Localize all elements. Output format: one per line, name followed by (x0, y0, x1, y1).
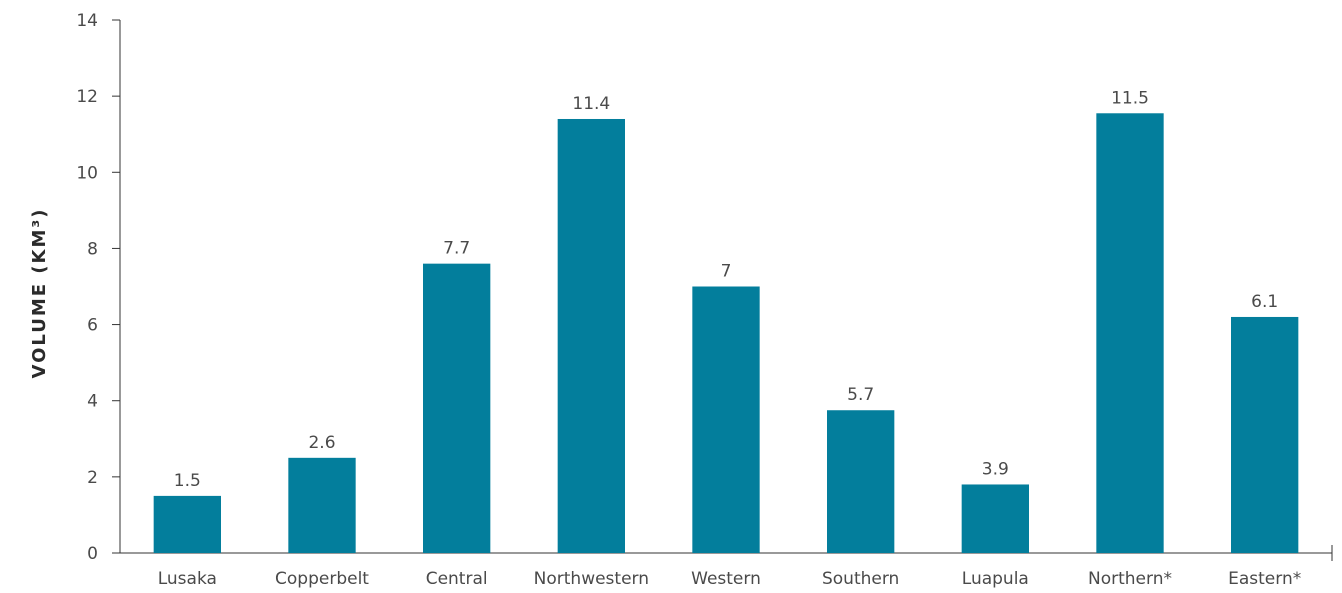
data-label: 2.6 (308, 433, 335, 453)
category-label: Western (691, 569, 761, 589)
y-tick-label: 14 (76, 11, 98, 31)
bars (153, 113, 1299, 554)
bar (423, 263, 491, 553)
category-label: Central (426, 569, 488, 589)
bar (1096, 113, 1164, 554)
y-tick-label: 0 (87, 544, 98, 564)
category-label: Northern* (1088, 569, 1172, 589)
data-label: 11.4 (572, 94, 610, 114)
y-axis-ticks: 0 2 4 6 8 10 12 14 (76, 11, 120, 564)
data-label: 3.9 (982, 459, 1009, 479)
category-label: Northwestern (534, 569, 649, 589)
y-tick-label: 10 (76, 163, 98, 183)
y-tick-label: 6 (87, 316, 98, 336)
category-label: Eastern* (1228, 569, 1301, 589)
category-label: Lusaka (158, 569, 217, 589)
data-label: 6.1 (1251, 292, 1278, 312)
y-tick-label: 2 (87, 468, 98, 488)
data-labels: 1.5 2.6 7.7 11.4 7 5.7 3.9 11.5 6.1 (174, 88, 1278, 491)
data-label: 7 (721, 262, 732, 282)
data-label: 7.7 (443, 239, 470, 259)
category-labels: Lusaka Copperbelt Central Northwestern Weste… (158, 569, 1301, 589)
y-axis-title: VOLUME (KM³) (29, 207, 50, 378)
bar (153, 495, 221, 553)
bar (827, 410, 895, 553)
bar (1231, 316, 1299, 553)
data-label: 11.5 (1111, 88, 1149, 108)
bar (288, 457, 356, 553)
bar (961, 484, 1029, 553)
category-label: Copperbelt (275, 569, 369, 589)
data-label: 1.5 (174, 471, 201, 491)
y-tick-label: 4 (87, 392, 98, 412)
data-label: 5.7 (847, 385, 874, 405)
category-label: Southern (822, 569, 899, 589)
category-label: Luapula (962, 569, 1029, 589)
y-tick-label: 12 (76, 87, 98, 107)
y-tick-label: 8 (87, 239, 98, 259)
bar (557, 118, 625, 553)
bar (692, 286, 760, 553)
